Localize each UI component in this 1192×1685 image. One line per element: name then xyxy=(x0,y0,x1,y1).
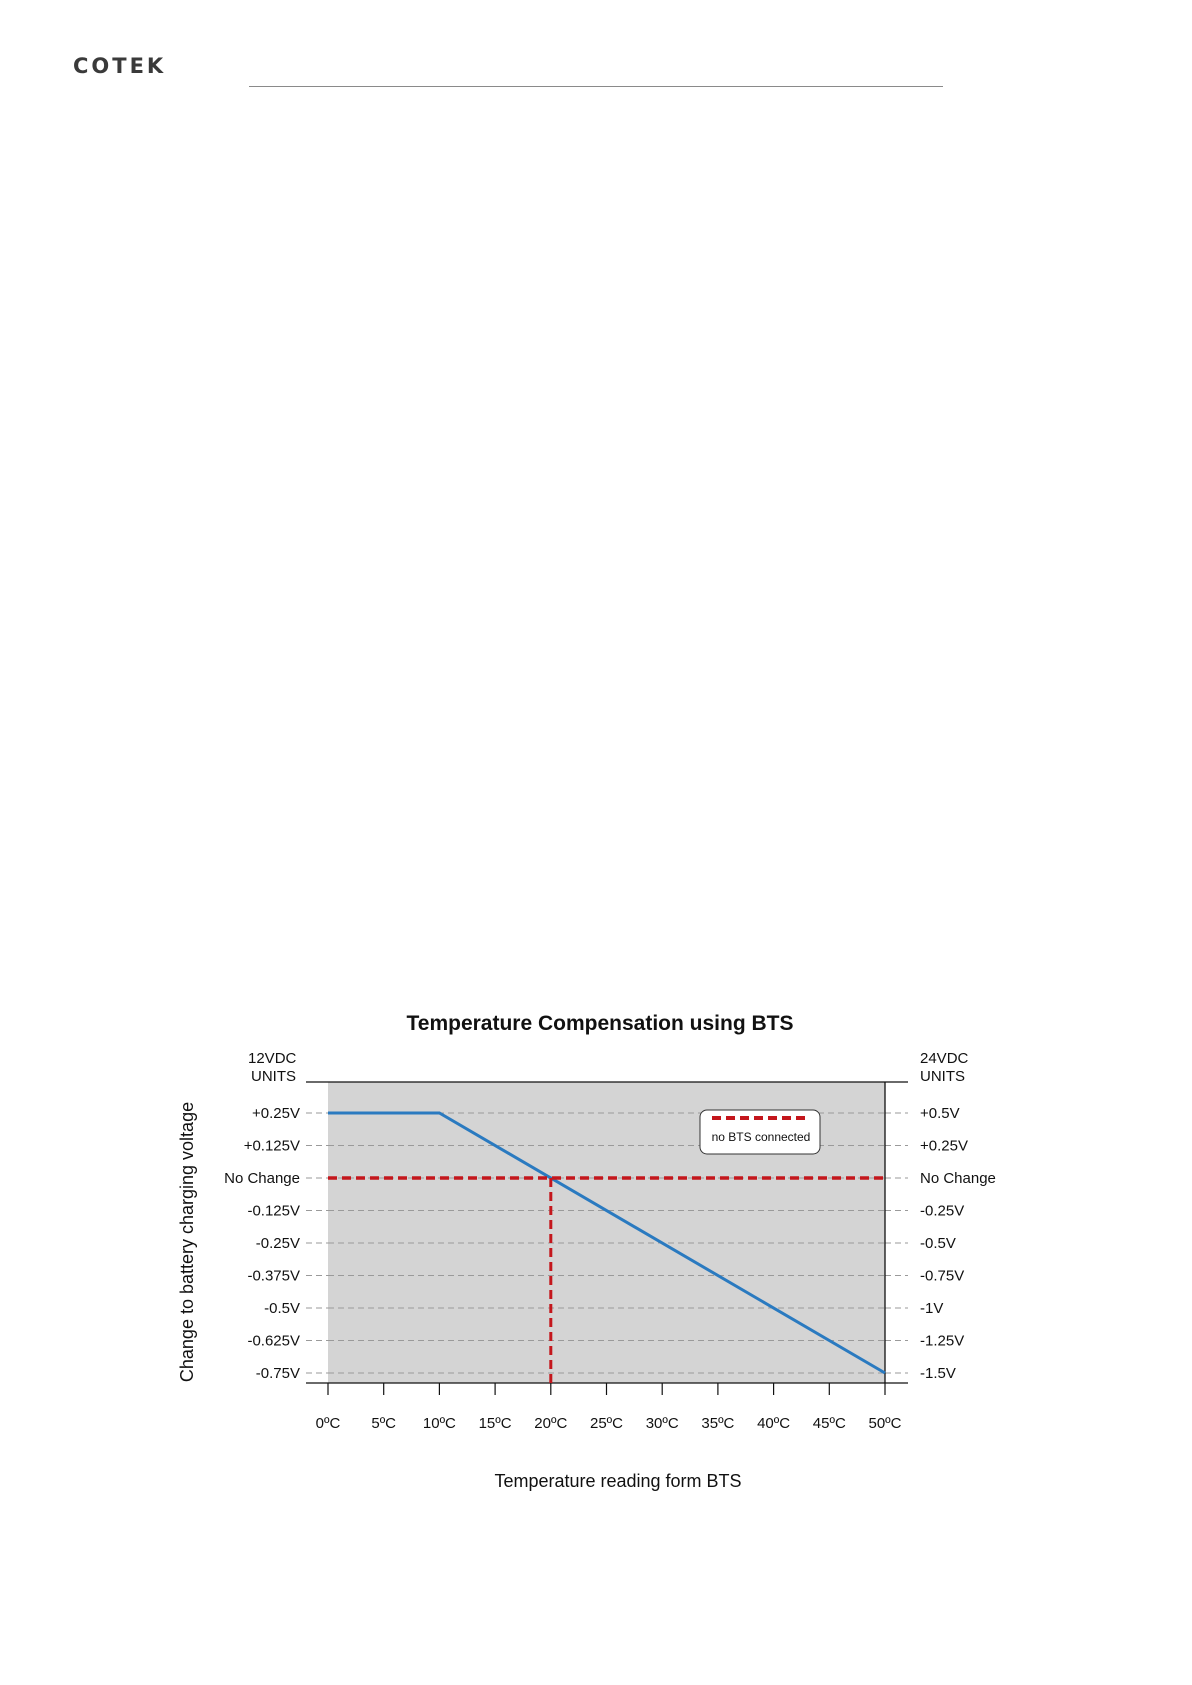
x-tick-label: 50ºC xyxy=(869,1415,902,1432)
y-tick-label-right: +0.5V xyxy=(920,1105,960,1122)
right-axis-title-line1: 24VDC xyxy=(920,1050,969,1067)
y-axis-label: Change to battery charging voltage xyxy=(177,1102,197,1382)
right-y-tick-labels: +0.5V +0.25V No Change -0.25V -0.5V -0.75V -1V… xyxy=(920,1105,996,1382)
legend: no BTS connected xyxy=(699,1109,821,1155)
legend-box xyxy=(699,1109,821,1155)
x-tick-label: 40ºC xyxy=(757,1415,790,1432)
x-tick-label: 5ºC xyxy=(371,1415,396,1432)
y-tick-label-right: -0.25V xyxy=(920,1203,964,1220)
x-tick-label: 0ºC xyxy=(316,1415,341,1432)
x-axis-label: Temperature reading form BTS xyxy=(494,1471,741,1491)
x-tick-label: 45ºC xyxy=(813,1415,846,1432)
chart-title: Temperature Compensation using BTS xyxy=(407,1012,794,1035)
x-tick-labels: 0ºC 5ºC 10ºC 15ºC 20ºC 25ºC 30ºC 35ºC 40ºC 45ºC 50… xyxy=(316,1415,902,1432)
x-tick-label: 20ºC xyxy=(534,1415,567,1432)
x-tick-label: 35ºC xyxy=(701,1415,734,1432)
y-tick-label-right: -1.25V xyxy=(920,1333,964,1350)
y-tick-label-left: -0.5V xyxy=(264,1300,300,1317)
right-axis-title-line2: UNITS xyxy=(920,1068,965,1085)
y-tick-label-right: -0.75V xyxy=(920,1268,964,1285)
header-divider xyxy=(249,86,943,87)
y-tick-label-left: -0.25V xyxy=(256,1235,300,1252)
series-lines xyxy=(328,1111,886,1383)
x-tick-label: 10ºC xyxy=(423,1415,456,1432)
x-tick-label: 15ºC xyxy=(479,1415,512,1432)
x-tick-label: 25ºC xyxy=(590,1415,623,1432)
left-axis-title-line2: UNITS xyxy=(251,1068,296,1085)
y-tick-label-right: +0.25V xyxy=(920,1138,968,1155)
y-tick-label-left: -0.75V xyxy=(256,1365,300,1382)
y-tick-label-left: -0.125V xyxy=(247,1203,300,1220)
y-tick-label-right: -1.5V xyxy=(920,1365,956,1382)
series-line-bts-compensation xyxy=(328,1111,886,1375)
cotek-logo: COTEK xyxy=(73,54,167,78)
y-tick-label-right: -1V xyxy=(920,1300,943,1317)
axes xyxy=(306,1081,908,1395)
x-tick-label: 30ºC xyxy=(646,1415,679,1432)
legend-label-no-bts: no BTS connected xyxy=(712,1130,811,1144)
y-tick-label-left: No Change xyxy=(224,1170,300,1187)
y-tick-label-right: -0.5V xyxy=(920,1235,956,1252)
y-tick-label-right: No Change xyxy=(920,1170,996,1187)
y-tick-label-left: -0.375V xyxy=(247,1268,300,1285)
left-y-tick-labels: +0.25V +0.125V No Change -0.125V -0.25V -0.37… xyxy=(224,1105,300,1382)
y-tick-label-left: -0.625V xyxy=(247,1333,300,1350)
left-axis-title-line1: 12VDC xyxy=(248,1050,297,1067)
y-tick-label-left: +0.125V xyxy=(244,1138,300,1155)
y-tick-label-left: +0.25V xyxy=(252,1105,300,1122)
